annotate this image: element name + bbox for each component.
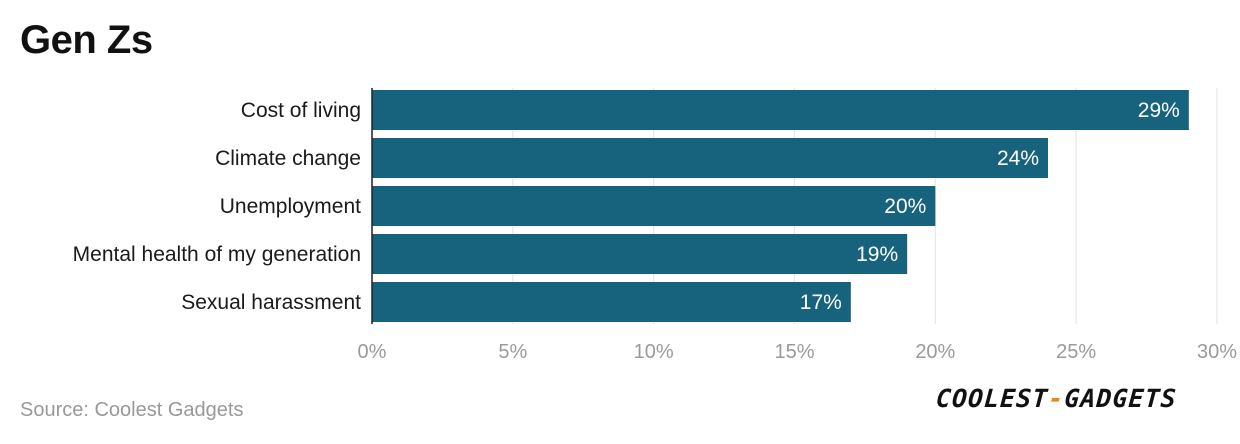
category-label: Sexual harassment (181, 291, 361, 314)
logo-text-left: COOLEST (934, 384, 1050, 413)
x-tick-labels: 0% 5% 10% 15% 20% 25% 30% (358, 341, 1238, 363)
bar (372, 282, 851, 322)
bar (372, 234, 908, 274)
x-tick-label: 0% (358, 341, 387, 363)
category-labels: Cost of living Climate change Unemployment… (73, 99, 362, 314)
x-tick-label: 5% (498, 341, 527, 363)
value-label: 24% (997, 147, 1039, 170)
bars (372, 90, 1189, 322)
chart-title: Gen Zs (20, 18, 153, 62)
value-label: 20% (884, 195, 926, 218)
category-label: Cost of living (241, 99, 361, 122)
brand-logo: COOLEST-GADGETS (935, 384, 1178, 413)
x-tick-label: 10% (634, 341, 674, 363)
bar (372, 186, 936, 226)
source-note: Source: Coolest Gadgets (20, 399, 244, 421)
bar (372, 138, 1048, 178)
category-label: Unemployment (220, 195, 361, 218)
x-tick-label: 20% (915, 341, 955, 363)
x-tick-label: 15% (774, 341, 814, 363)
value-labels: 29% 24% 20% 19% 17% (800, 99, 1180, 314)
category-label: Climate change (215, 147, 361, 170)
category-label: Mental health of my generation (73, 243, 361, 266)
x-tick-label: 30% (1197, 341, 1237, 363)
value-label: 17% (800, 291, 842, 314)
logo-text-right: GADGETS (1063, 384, 1178, 413)
bar (372, 90, 1189, 130)
value-label: 19% (856, 243, 898, 266)
value-label: 29% (1138, 99, 1180, 122)
x-tick-label: 25% (1056, 341, 1096, 363)
